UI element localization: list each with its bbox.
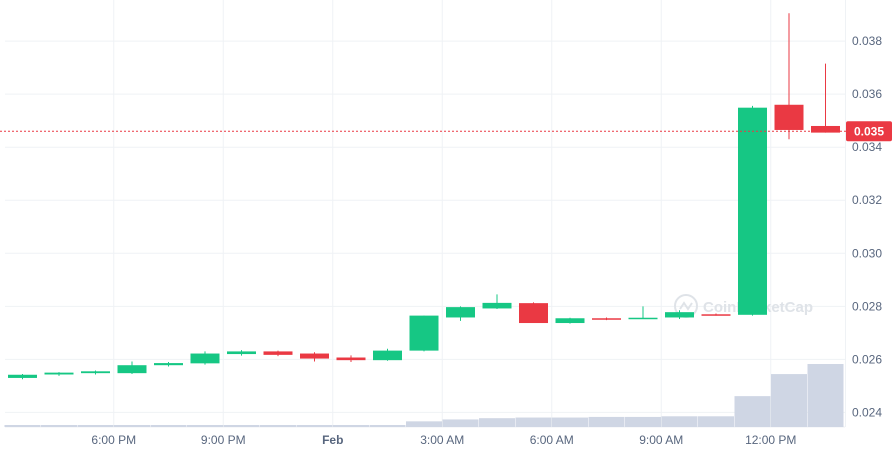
candle-body [628, 317, 658, 320]
volume-bar [807, 364, 844, 427]
volume-bar [625, 416, 661, 427]
candle-body [665, 312, 694, 318]
candle[interactable] [701, 313, 731, 316]
candle-body [44, 372, 74, 375]
candle-body [117, 365, 147, 374]
candle-body [811, 125, 840, 133]
volume-bar [771, 374, 807, 427]
current-price-label: 0.035 [854, 124, 884, 138]
y-tick-label: 0.034 [852, 140, 882, 154]
candle[interactable] [446, 306, 475, 321]
candle-body [774, 104, 804, 130]
y-tick-label: 0.030 [852, 246, 882, 260]
volume-bar [77, 425, 114, 427]
volume-bar [333, 425, 369, 427]
candle[interactable] [482, 294, 512, 309]
volume-bar [515, 417, 552, 427]
candle[interactable] [190, 351, 220, 365]
current-price-tag-bg [846, 121, 892, 142]
volume-bar [661, 416, 698, 427]
volume-bar [296, 425, 333, 427]
y-tick-label: 0.026 [852, 352, 882, 366]
x-tick-label: 12:00 PM [745, 433, 796, 447]
candle-body [446, 307, 475, 318]
y-tick-label: 0.028 [852, 299, 882, 313]
volume-bar [479, 418, 515, 427]
grid-lines [5, 0, 846, 428]
x-tick-label: 9:00 AM [639, 433, 683, 447]
x-tick-label: Feb [322, 433, 343, 447]
candle-body [482, 302, 512, 309]
candle-body [300, 353, 329, 359]
candle[interactable] [44, 372, 74, 376]
candle[interactable] [300, 352, 329, 362]
candle[interactable] [336, 355, 366, 363]
candle[interactable] [738, 105, 767, 316]
x-axis: 6:00 PM 9:00 PM Feb 3:00 AM 6:00 AM 9:00 AM 12… [91, 433, 796, 447]
y-axis: 0.024 0.026 0.028 0.030 0.032 0.034 0.036 0.038 [852, 34, 882, 419]
volume-bar [4, 425, 41, 427]
candle[interactable] [555, 317, 585, 324]
candle[interactable] [409, 315, 439, 352]
candle-body [738, 107, 767, 315]
volume-bar [114, 425, 150, 427]
volume-bars [4, 364, 844, 427]
candle[interactable] [811, 63, 840, 133]
candle-body [336, 357, 366, 361]
candle-body [701, 314, 731, 316]
current-price-tag: 0.035 [846, 121, 892, 142]
candle-body [190, 353, 220, 364]
volume-bar [698, 416, 734, 427]
candle[interactable] [154, 362, 183, 367]
candle-body [263, 351, 293, 355]
candle[interactable] [227, 350, 256, 356]
volume-bar [552, 417, 588, 427]
candle[interactable] [373, 348, 402, 361]
volume-bar [41, 425, 77, 427]
y-tick-label: 0.032 [852, 193, 882, 207]
candle-body [519, 303, 548, 324]
volume-bar [187, 425, 223, 427]
x-tick-label: 6:00 PM [91, 433, 136, 447]
x-tick-label: 3:00 AM [420, 433, 464, 447]
candle-body [409, 315, 439, 351]
candle-body [227, 351, 256, 355]
candle[interactable] [117, 361, 147, 374]
y-tick-label: 0.038 [852, 34, 882, 48]
y-tick-label: 0.024 [852, 405, 882, 419]
watermark-logo-mark [679, 301, 693, 311]
candle[interactable] [519, 302, 548, 324]
volume-bar [369, 425, 406, 427]
candle-body [81, 371, 110, 374]
candle-body [592, 318, 621, 320]
volume-bar [150, 425, 187, 427]
volume-bar [223, 425, 260, 427]
candle[interactable] [8, 373, 37, 380]
volume-bar [588, 416, 625, 427]
candle-body [8, 374, 37, 378]
volume-bar [406, 421, 442, 427]
candle[interactable] [628, 306, 658, 320]
x-tick-label: 6:00 AM [530, 433, 574, 447]
candle[interactable] [665, 310, 694, 320]
candle-body [555, 318, 585, 324]
x-tick-label: 9:00 PM [201, 433, 246, 447]
volume-bar [260, 425, 296, 427]
volume-bar [442, 419, 479, 427]
candle[interactable] [592, 317, 621, 321]
candle[interactable] [263, 350, 293, 357]
candle-body [154, 363, 183, 366]
volume-bar [734, 396, 771, 427]
candle[interactable] [774, 13, 804, 140]
candles [8, 13, 840, 380]
candle-body [373, 350, 402, 361]
candle[interactable] [81, 370, 110, 375]
y-tick-label: 0.036 [852, 87, 882, 101]
